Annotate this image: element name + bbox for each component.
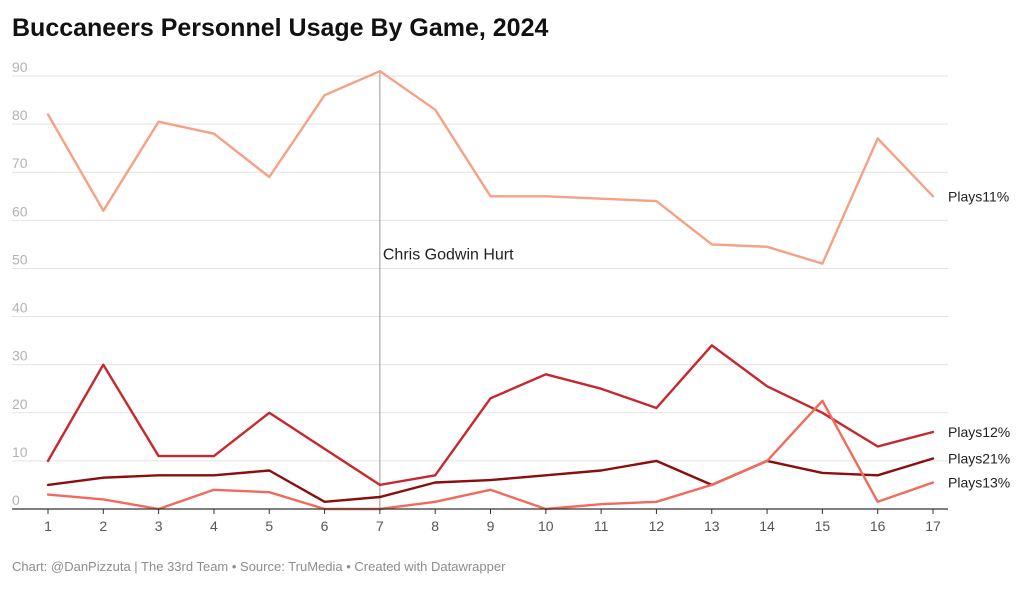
x-tick-label-4: 4 <box>210 518 218 534</box>
x-tick-label-16: 16 <box>870 518 886 534</box>
series-label-plays12: Plays12% <box>948 424 1010 440</box>
x-tick-label-2: 2 <box>99 518 107 534</box>
x-tick-label-10: 10 <box>538 518 554 534</box>
series-label-plays21: Plays21% <box>948 450 1010 466</box>
x-tick-label-14: 14 <box>759 518 775 534</box>
y-tick-label-30: 30 <box>12 348 28 364</box>
x-tick-label-11: 11 <box>594 518 609 534</box>
series-layer <box>46 69 935 511</box>
x-tick-label-8: 8 <box>431 518 439 534</box>
x-tick-label-6: 6 <box>321 518 329 534</box>
y-tick-label-90: 90 <box>12 59 28 75</box>
y-tick-label-20: 20 <box>12 396 28 412</box>
series-label-plays13: Plays13% <box>948 475 1010 491</box>
y-tick-label-10: 10 <box>12 444 28 460</box>
chart-footer: Chart: @DanPizzuta | The 33rd Team • Sou… <box>12 559 506 574</box>
chart-title: Buccaneers Personnel Usage By Game, 2024 <box>12 14 549 42</box>
x-tick-label-3: 3 <box>155 518 163 534</box>
annotation-layer: Chris Godwin Hurt <box>379 70 514 509</box>
x-tick-label-12: 12 <box>649 518 665 534</box>
series-label-plays11: Plays11% <box>948 188 1009 204</box>
y-tick-label-60: 60 <box>12 203 28 219</box>
series-line-plays11 <box>46 69 935 265</box>
x-tick-label-13: 13 <box>704 518 720 534</box>
x-tick-label-15: 15 <box>815 518 831 534</box>
y-tick-label-0: 0 <box>12 492 20 508</box>
x-tick-label-9: 9 <box>487 518 495 534</box>
y-tick-label-40: 40 <box>12 300 28 316</box>
x-tick-label-1: 1 <box>44 518 52 534</box>
x-tick-label-7: 7 <box>376 518 384 534</box>
y-tick-label-80: 80 <box>12 107 28 123</box>
y-tick-label-70: 70 <box>12 155 28 171</box>
label-layer: Plays11% Plays12% Plays21% Plays13% <box>948 188 1010 490</box>
y-tick-label-50: 50 <box>12 251 28 267</box>
x-tick-label-5: 5 <box>265 518 273 534</box>
x-tick-label-17: 17 <box>925 518 941 534</box>
annotation-label-0: Chris Godwin Hurt <box>383 246 514 263</box>
series-line-plays12 <box>46 344 935 487</box>
